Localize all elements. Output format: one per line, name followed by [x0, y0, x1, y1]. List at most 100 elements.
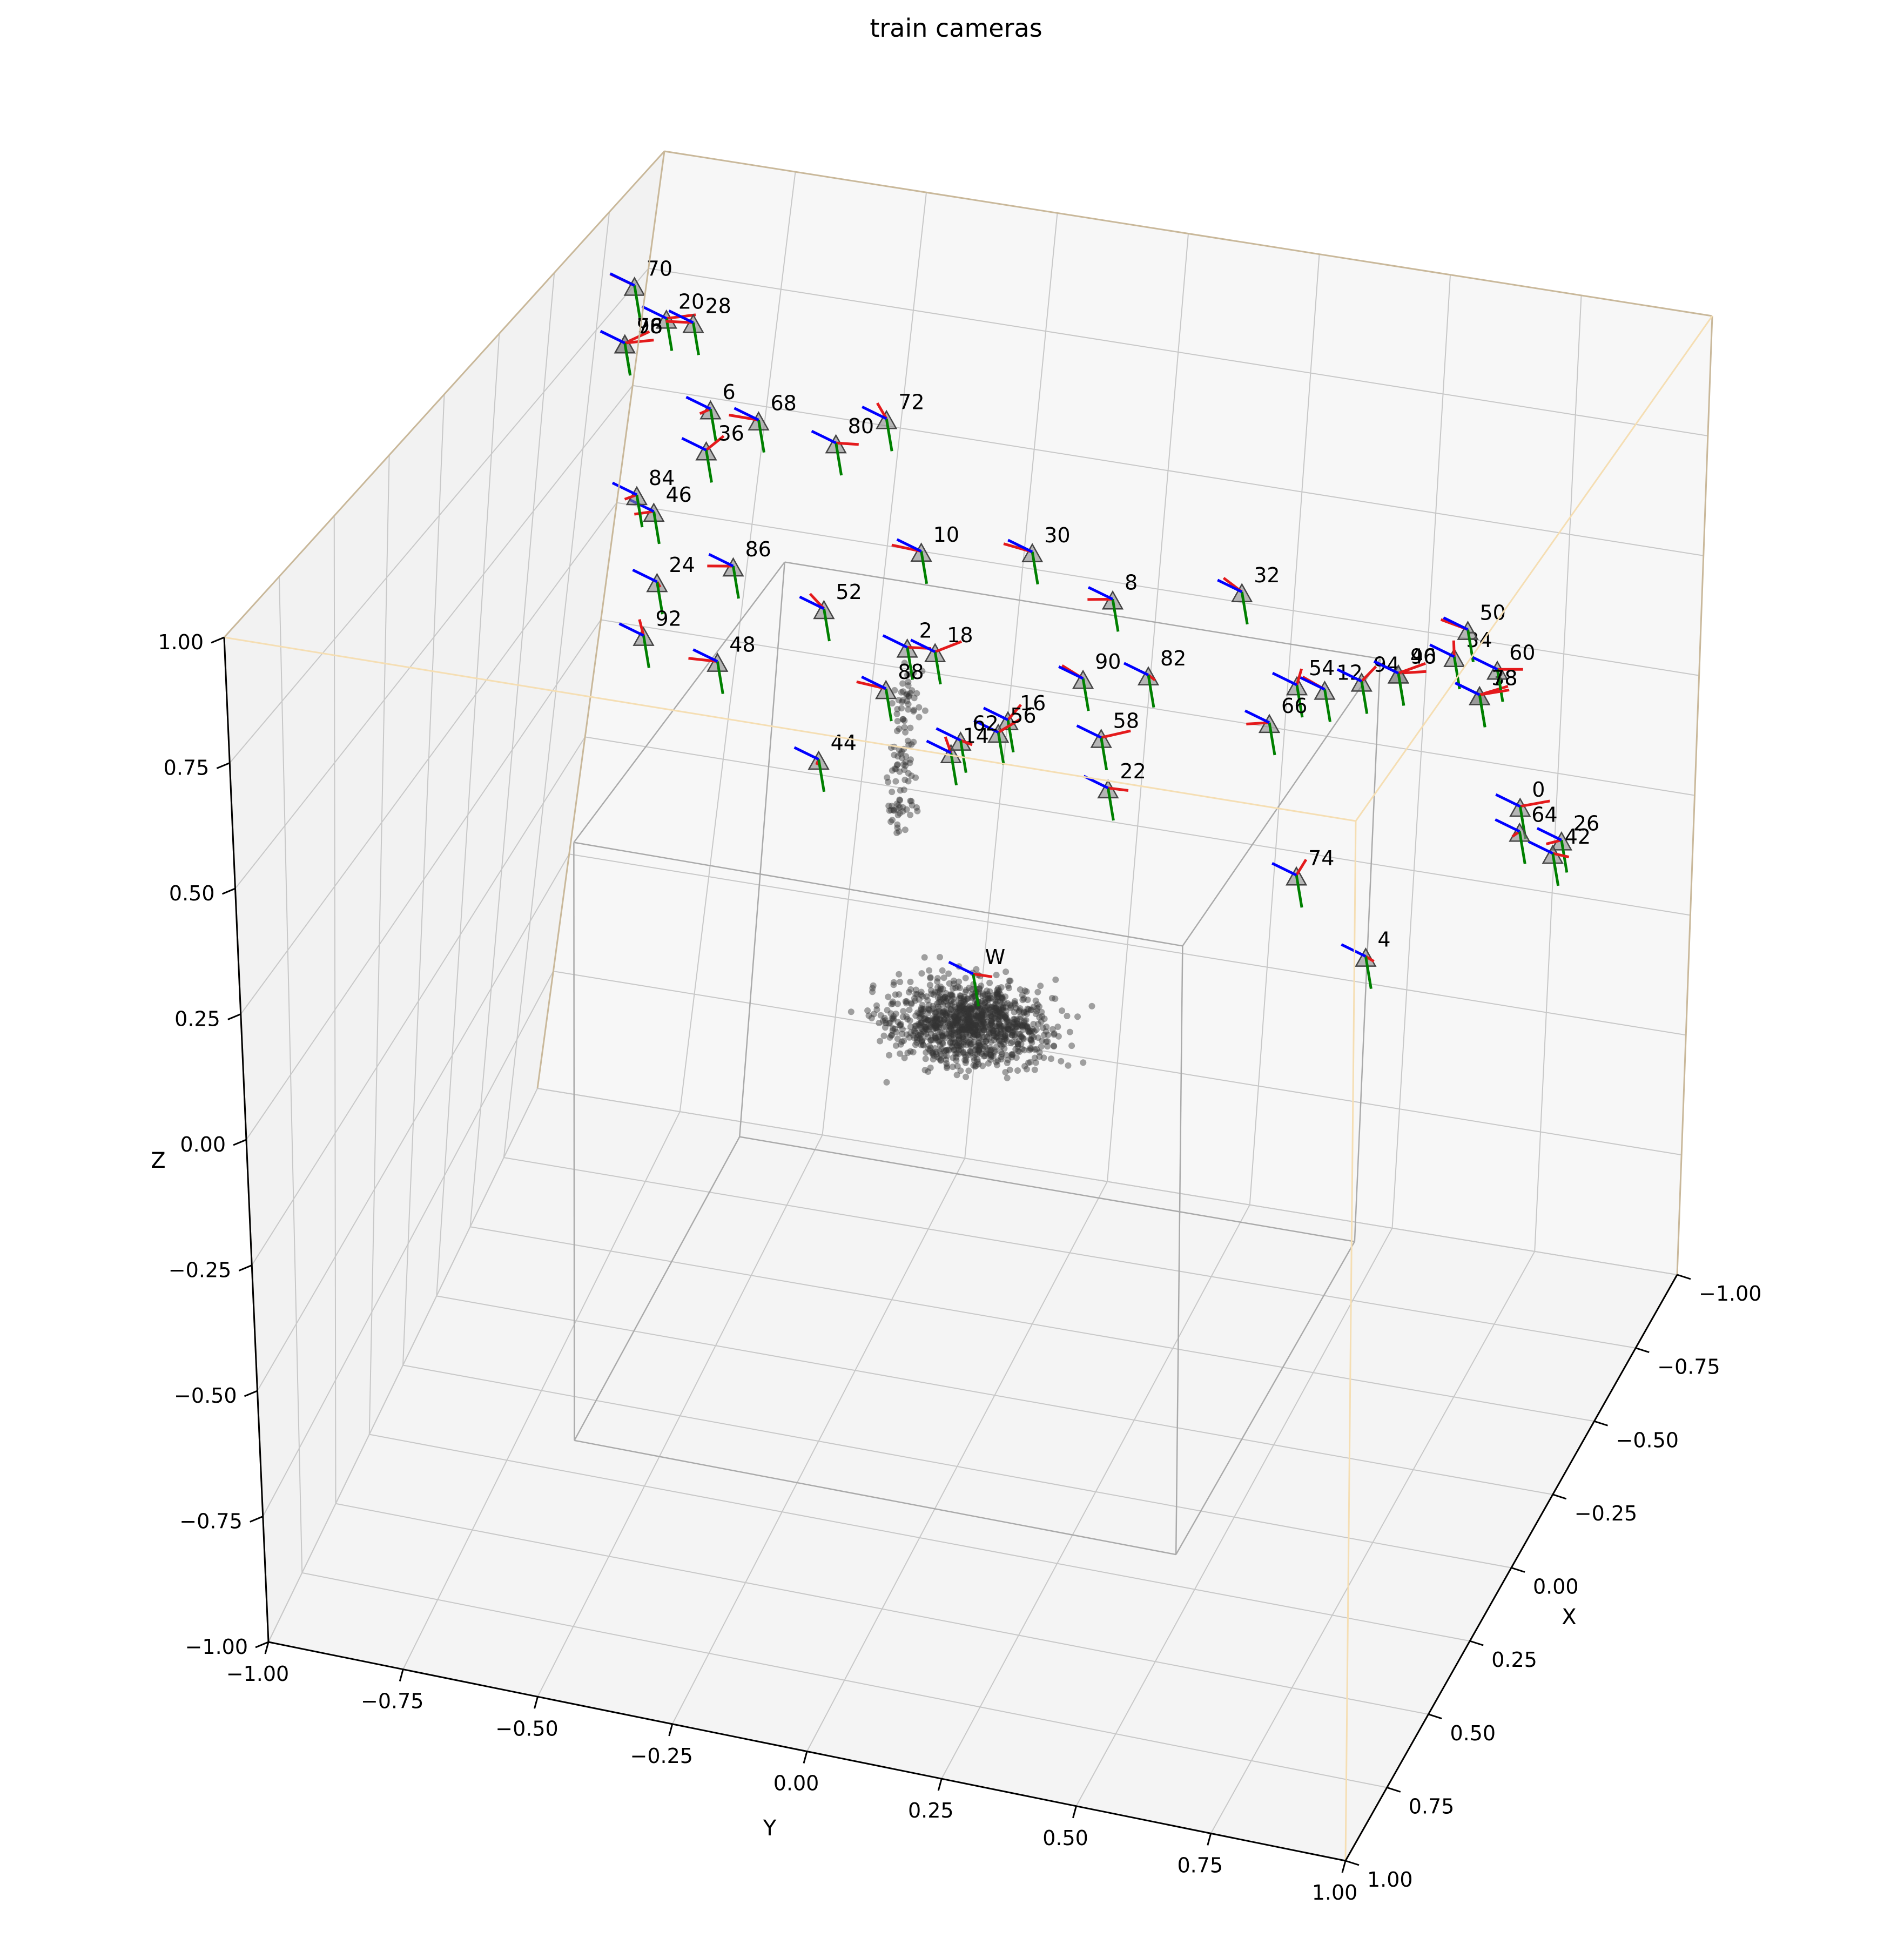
cloud-point	[891, 687, 898, 694]
cloud-point	[887, 806, 894, 813]
cloud-point	[921, 1067, 929, 1074]
cloud-point	[1048, 995, 1055, 1001]
cloud-point	[964, 1019, 971, 1026]
cloud-point	[1012, 1033, 1019, 1040]
cloud-point	[1003, 1017, 1010, 1024]
cloud-point	[954, 1017, 961, 1024]
back-grid-z-5	[616, 502, 1699, 676]
side-grid-x-5	[436, 333, 500, 1296]
back-grid-z-4	[601, 619, 1695, 796]
cloud-point	[865, 1012, 872, 1019]
cloud-point	[937, 1042, 944, 1049]
cloud-point	[913, 1039, 920, 1046]
cloud-point	[901, 717, 908, 724]
cloud-point	[968, 994, 975, 1001]
cloud-point	[1006, 977, 1013, 984]
cloud-point	[948, 991, 956, 998]
cloud-point	[938, 1020, 945, 1027]
cloud-point	[913, 1022, 919, 1029]
cloud-point	[917, 1006, 924, 1013]
cloud-point	[971, 1038, 978, 1045]
cloud-point	[1011, 1008, 1018, 1015]
cloud-point	[903, 1031, 910, 1038]
cloud-point	[938, 1032, 945, 1039]
camera-y-axis	[1147, 675, 1155, 708]
cloud-point	[1009, 1024, 1016, 1031]
cloud-point	[993, 1006, 1000, 1013]
cloud-point	[981, 1020, 988, 1027]
cloud-point	[987, 1004, 994, 1011]
cloud-point	[970, 1029, 977, 1035]
cloud-point	[1051, 1043, 1058, 1050]
camera-label: 26	[1573, 811, 1599, 835]
cloud-point	[891, 1025, 898, 1032]
cloud-point	[1020, 1010, 1027, 1017]
cloud-point	[894, 824, 901, 831]
cloud-point	[967, 1022, 974, 1029]
cloud-point	[924, 1026, 931, 1033]
cloud-point	[998, 1056, 1005, 1062]
camera-label: 46	[665, 483, 691, 507]
cloud-point	[952, 1017, 959, 1024]
cloud-point	[1005, 1026, 1011, 1033]
camera-W: W	[948, 945, 1005, 1007]
cloud-point	[882, 1017, 889, 1024]
x-tick-label-2: −0.50	[1616, 1428, 1679, 1452]
inner-box-edge-11	[1354, 658, 1381, 1242]
cloud-point	[960, 1035, 967, 1042]
cloud-point	[939, 1032, 946, 1039]
cloud-point	[1029, 1026, 1036, 1033]
cloud-point	[902, 729, 909, 736]
camera-y-axis	[665, 318, 674, 351]
cloud-point	[894, 821, 901, 828]
cloud-point	[955, 1033, 962, 1040]
cloud-point	[919, 668, 926, 675]
cloud-point	[943, 1012, 950, 1019]
cloud-point	[1026, 1029, 1033, 1036]
cloud-point	[1025, 1025, 1032, 1032]
cloud-point	[1005, 1019, 1012, 1026]
cloud-point	[937, 1015, 944, 1022]
cloud-point	[974, 1032, 981, 1038]
cloud-point	[933, 1015, 940, 1022]
cloud-point	[979, 998, 986, 1005]
cloud-point	[952, 1017, 959, 1024]
cloud-point	[976, 1005, 983, 1012]
cloud-point	[951, 1004, 958, 1011]
cloud-point	[947, 1025, 954, 1032]
cloud-point	[995, 993, 1002, 1000]
cloud-point	[991, 1004, 998, 1011]
cloud-point	[1020, 1021, 1027, 1028]
cloud-point	[907, 811, 914, 818]
cloud-point	[998, 1004, 1005, 1011]
cloud-point	[959, 1002, 966, 1009]
cloud-point	[993, 1008, 1000, 1015]
cloud-point	[921, 707, 929, 714]
cloud-point	[964, 1024, 971, 1031]
cloud-point	[952, 1040, 959, 1047]
cloud-point	[904, 737, 911, 744]
cloud-point	[966, 1026, 973, 1033]
cloud-point	[975, 1047, 983, 1054]
camera-x-axis	[705, 435, 725, 452]
cloud-point	[918, 1025, 925, 1032]
cloud-point	[1005, 1031, 1012, 1038]
cloud-point	[984, 1033, 991, 1040]
cloud-point	[937, 1048, 943, 1055]
cloud-point	[977, 1042, 984, 1049]
y-tick-label-7: 0.75	[1177, 1853, 1223, 1877]
cloud-point	[1045, 1032, 1052, 1038]
cloud-point	[927, 1021, 934, 1028]
cloud-point	[953, 1049, 960, 1057]
cloud-point	[932, 1034, 939, 1041]
cloud-point	[1007, 1021, 1014, 1028]
cloud-point	[1002, 1034, 1009, 1041]
cloud-point	[918, 1019, 925, 1026]
cloud-point	[930, 1021, 937, 1028]
cloud-point	[978, 1015, 985, 1022]
cloud-point	[976, 1045, 983, 1052]
point-cloud	[847, 660, 1095, 1086]
cloud-point	[960, 1026, 967, 1033]
cloud-point	[1028, 1037, 1035, 1044]
cloud-point	[905, 989, 912, 995]
